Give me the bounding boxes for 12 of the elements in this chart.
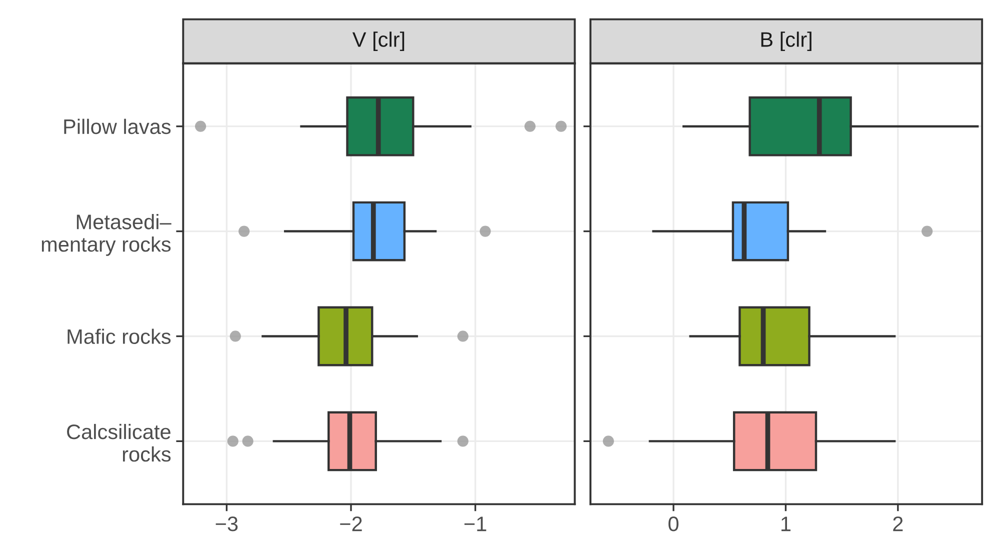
x-tick-label: 0: [668, 516, 678, 532]
x-tick-label: 2: [893, 516, 903, 532]
x-tick-label: −1: [464, 516, 486, 532]
y-tick-label: Mafic rocks: [68, 328, 171, 344]
y-tick-label: Calcsilicate rocks: [67, 424, 171, 462]
chart-title: V [clr]: [352, 32, 404, 52]
x-tick-label: −3: [216, 516, 238, 532]
x-tick-label: −2: [340, 516, 362, 532]
y-tick-label: Metasedi– mentary rocks: [42, 214, 172, 256]
x-tick-label: 1: [782, 516, 790, 532]
chart-title: B [clr]: [761, 32, 812, 52]
y-tick-label: Pillow lavas: [64, 118, 171, 134]
